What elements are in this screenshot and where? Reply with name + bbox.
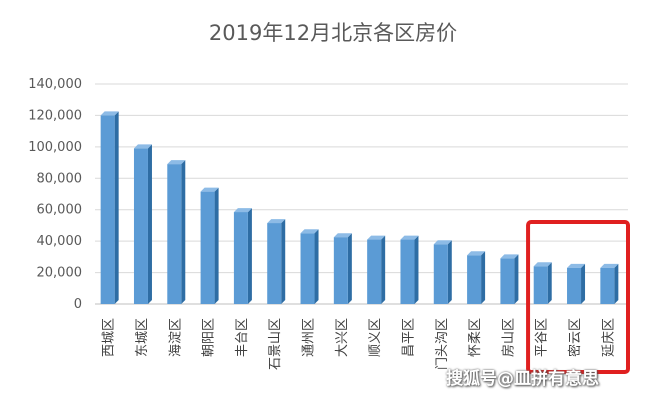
bar	[233, 208, 252, 304]
x-axis-categories: 西城区 东城区 海淀区 朝阳区 丰台区 石景山区 通州区 大兴区 顺义区 昌平区 门头沟区 怀柔区 房山…	[102, 318, 617, 370]
bar	[100, 111, 119, 304]
bar-top	[267, 219, 286, 224]
bar-side	[614, 263, 619, 304]
watermark-text: 搜狐号@皿拼有意思	[446, 369, 599, 389]
bar-front	[267, 223, 282, 304]
x-category-label: 朝阳区	[202, 318, 217, 357]
bar-front	[467, 255, 482, 304]
bar-side	[347, 233, 352, 304]
bar-top	[533, 262, 552, 267]
bar-side	[114, 111, 119, 304]
bar-front	[500, 258, 515, 304]
bar-front	[567, 267, 582, 304]
bar-top	[200, 187, 219, 192]
bar	[500, 254, 519, 304]
bar	[400, 235, 419, 304]
bar	[167, 160, 186, 304]
bar	[300, 229, 319, 304]
bar-side	[147, 144, 152, 304]
y-tick-label: 40,000	[37, 234, 83, 249]
x-category-label: 怀柔区	[468, 318, 483, 357]
bar	[367, 235, 386, 304]
bar-front	[433, 244, 448, 304]
bar-front	[400, 239, 415, 304]
bar	[433, 240, 452, 304]
bar-front	[167, 164, 182, 304]
x-category-label: 西城区	[102, 318, 117, 357]
bar-side	[214, 187, 219, 304]
bar-top	[100, 111, 119, 116]
x-category-label: 顺义区	[368, 318, 383, 357]
bar-front	[533, 266, 548, 304]
bar-top	[133, 144, 152, 149]
bar-top	[567, 263, 586, 268]
bar-top	[167, 160, 186, 165]
bar-front	[233, 212, 248, 304]
x-category-label: 丰台区	[235, 318, 250, 357]
y-tick-label: 60,000	[37, 203, 83, 218]
x-category-label: 平谷区	[535, 318, 550, 357]
y-axis-ticks: 0 20,000 40,000 60,000 80,000 100,000 120,000 1…	[28, 77, 82, 312]
bar	[267, 219, 286, 304]
bar-top	[500, 254, 519, 259]
bar-top	[233, 208, 252, 213]
bar-side	[414, 235, 419, 304]
y-tick-label: 80,000	[37, 171, 83, 186]
bar-front	[200, 191, 215, 304]
bar-side	[247, 208, 252, 304]
bar	[467, 251, 486, 304]
bar-side	[181, 160, 186, 304]
bar-top	[433, 240, 452, 245]
highlight-box	[526, 220, 630, 374]
bar-side	[314, 229, 319, 304]
y-tick-label: 120,000	[28, 108, 82, 123]
x-category-label: 密云区	[567, 318, 583, 357]
bar	[333, 233, 352, 304]
x-category-label: 房山区	[500, 318, 516, 357]
bar-top	[467, 251, 486, 256]
x-category-label: 海淀区	[168, 318, 183, 357]
bar-front	[133, 148, 148, 304]
bar-top	[400, 235, 419, 240]
y-tick-label: 100,000	[28, 140, 82, 155]
bar-front	[100, 115, 115, 304]
bar-side	[281, 219, 286, 304]
bar-front	[333, 237, 348, 304]
bar-top	[367, 235, 386, 240]
bar	[200, 187, 219, 304]
bar-side	[547, 262, 552, 304]
bar-front	[367, 239, 382, 304]
bars	[100, 111, 619, 304]
y-tick-label: 0	[74, 297, 82, 312]
bar-side	[514, 254, 519, 304]
chart-title: 2019年12月北京各区房价	[209, 21, 457, 45]
bar-top	[300, 229, 319, 234]
x-category-label: 东城区	[135, 318, 150, 357]
x-category-label: 门头沟区	[435, 318, 450, 370]
bar	[600, 263, 619, 304]
bar-front	[600, 267, 615, 304]
bar-side	[581, 263, 586, 304]
x-category-label: 石景山区	[268, 318, 283, 370]
x-category-label: 通州区	[302, 318, 317, 357]
bar-side	[481, 251, 486, 304]
bar-side	[447, 240, 452, 304]
y-tick-label: 20,000	[37, 266, 83, 281]
bar	[133, 144, 152, 304]
bar	[567, 263, 586, 304]
bar-front	[300, 233, 315, 304]
bar-side	[381, 235, 386, 304]
y-tick-label: 140,000	[28, 77, 82, 92]
x-category-label: 大兴区	[335, 318, 350, 357]
x-category-label: 延庆区	[601, 318, 616, 357]
highlight	[526, 220, 630, 374]
bar-top	[600, 263, 619, 268]
bar	[533, 262, 552, 304]
x-category-label: 昌平区	[401, 318, 416, 357]
bar-top	[333, 233, 352, 238]
